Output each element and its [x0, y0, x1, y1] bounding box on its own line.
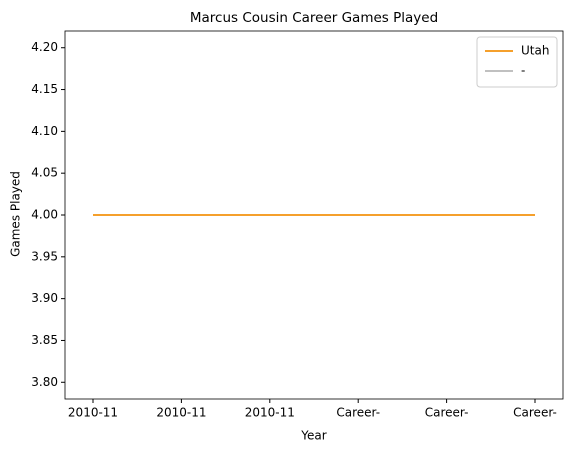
x-tick-label: 2010-11: [68, 406, 118, 420]
axes-frame: [64, 30, 564, 400]
legend-label: -: [521, 64, 525, 78]
legend-label: Utah: [521, 44, 549, 58]
y-tick-label: 3.85: [31, 333, 58, 347]
x-tick-label: 2010-11: [245, 406, 295, 420]
y-tick-label: 4.15: [31, 82, 58, 96]
x-tick-label: 2010-11: [156, 406, 206, 420]
y-tick-label: 3.80: [31, 375, 58, 389]
y-tick-label: 4.00: [31, 208, 58, 222]
y-tick-label: 3.95: [31, 249, 58, 263]
x-tick-label: Career-: [336, 406, 380, 420]
y-tick-label: 3.90: [31, 291, 58, 305]
y-tick-label: 4.10: [31, 124, 58, 138]
x-tick-label: Career-: [425, 406, 469, 420]
y-tick-label: 4.20: [31, 40, 58, 54]
y-axis-label: Games Played: [9, 171, 23, 257]
x-axis-label: Year: [300, 429, 326, 443]
chart-title: Marcus Cousin Career Games Played: [190, 10, 438, 26]
legend-box: [476, 36, 558, 88]
y-tick-label: 4.05: [31, 166, 58, 180]
x-tick-label: Career-: [513, 406, 557, 420]
